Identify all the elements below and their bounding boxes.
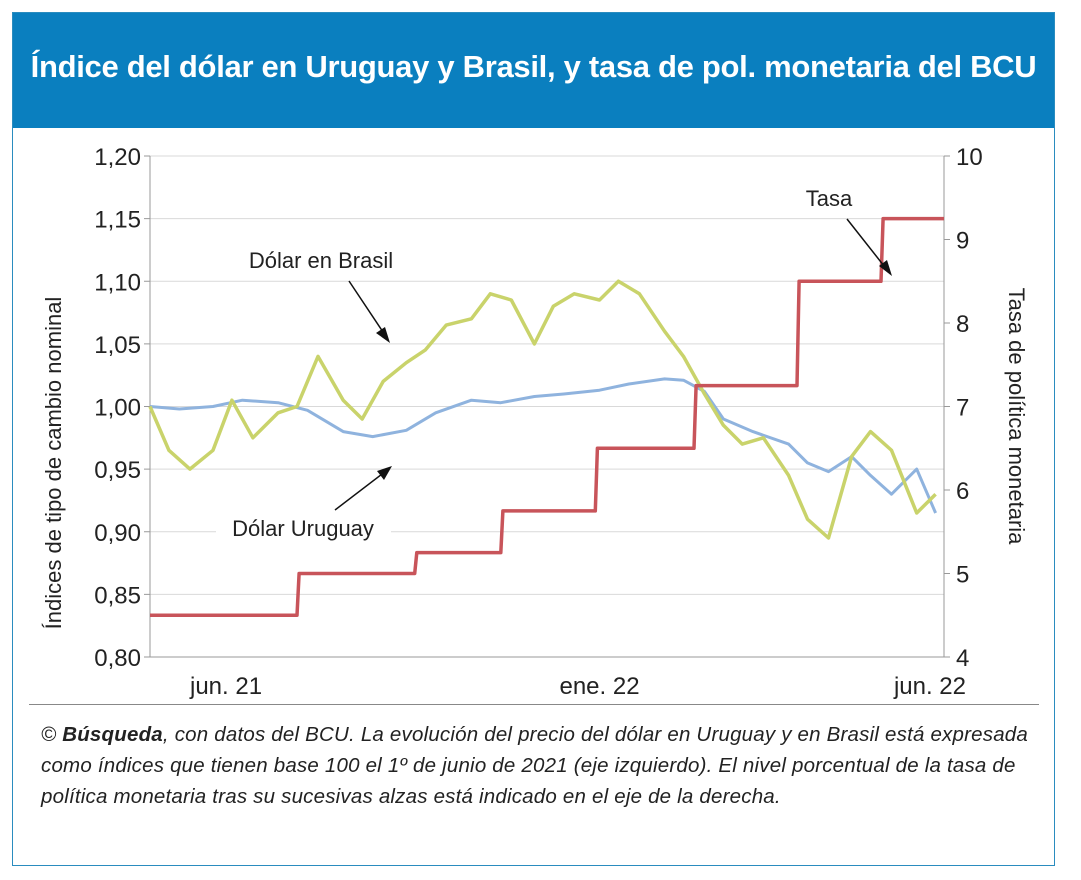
y-tick-right-label: 7: [956, 395, 969, 422]
y-axis-label-right: Tasa de política monetaria: [1004, 288, 1029, 546]
x-tick-label: jun. 21: [189, 673, 262, 700]
y-tick-left-label: 0,90: [94, 520, 141, 547]
y-tick-left-label: 1,15: [94, 207, 141, 234]
x-tick-label: jun. 22: [893, 673, 966, 700]
y-tick-left-label: 1,05: [94, 332, 141, 359]
annotation-uruguay-arrowhead: [377, 466, 392, 480]
series-lines: [148, 216, 944, 618]
y-ticks-left: 0,80 0,85 0,90 0,95 1,00 1,05 1,10 1,15 1,20: [94, 144, 150, 672]
chart-frame: Índice del dólar en Uruguay y Brasil, y …: [12, 12, 1055, 866]
header-bar: Índice del dólar en Uruguay y Brasil, y …: [13, 13, 1054, 128]
chart-svg: 0,80 0,85 0,90 0,95 1,00 1,05 1,10 1,15 1,20 4 5 6…: [41, 144, 1029, 700]
annotation-uruguay-bg: [216, 511, 391, 543]
y-tick-right-label: 5: [956, 562, 969, 589]
series-line-tasa: [150, 216, 944, 618]
annotation-brasil-arrowhead: [376, 327, 390, 343]
caption-source: Búsqueda: [62, 723, 163, 746]
y-tick-right-label: 10: [956, 144, 983, 171]
annotation-tasa-label: Tasa: [806, 186, 853, 211]
x-tick-label: ene. 22: [559, 673, 639, 700]
annotation-tasa: Tasa: [806, 186, 892, 276]
series-line-d-lar-uruguay: [149, 377, 937, 514]
y-tick-left-label: 0,95: [94, 457, 141, 484]
y-tick-right-label: 8: [956, 311, 969, 338]
y-tick-left-label: 0,85: [94, 582, 141, 609]
annotation-brasil: Dólar en Brasil: [249, 248, 393, 343]
y-tick-left-label: 1,20: [94, 144, 141, 171]
caption-text: , con datos del BCU. La evolución del pr…: [41, 723, 1028, 808]
y-tick-right-label: 9: [956, 228, 969, 255]
y-ticks-right: 4 5 6 7 8 9 10: [944, 144, 983, 672]
y-axis-label-left: Índices de tipo de cambio nominal: [41, 297, 66, 630]
annotation-tasa-arrowhead: [879, 260, 892, 276]
x-ticks: jun. 21 ene. 22 jun. 22: [189, 673, 966, 700]
annotation-uruguay-label: Dólar Uruguay: [232, 516, 374, 541]
chart-title: Índice del dólar en Uruguay y Brasil, y …: [30, 49, 1037, 84]
y-tick-left-label: 0,80: [94, 645, 141, 672]
y-tick-left-label: 1,00: [94, 395, 141, 422]
y-tick-left-label: 1,10: [94, 269, 141, 296]
annotation-brasil-label: Dólar en Brasil: [249, 248, 393, 273]
annotation-uruguay-arrow: [334, 470, 387, 511]
annotation-brasil-arrow: [348, 280, 388, 339]
caption: © Búsqueda, con datos del BCU. La evoluc…: [41, 719, 1041, 812]
annotation-tasa-arrow: [846, 218, 889, 272]
caption-prefix: ©: [41, 723, 63, 746]
y-tick-right-label: 6: [956, 478, 969, 505]
y-tick-right-label: 4: [956, 645, 969, 672]
caption-divider: [29, 704, 1039, 705]
series-line-d-lar-en-brasil: [148, 279, 937, 540]
annotation-uruguay: Dólar Uruguay: [216, 466, 392, 543]
